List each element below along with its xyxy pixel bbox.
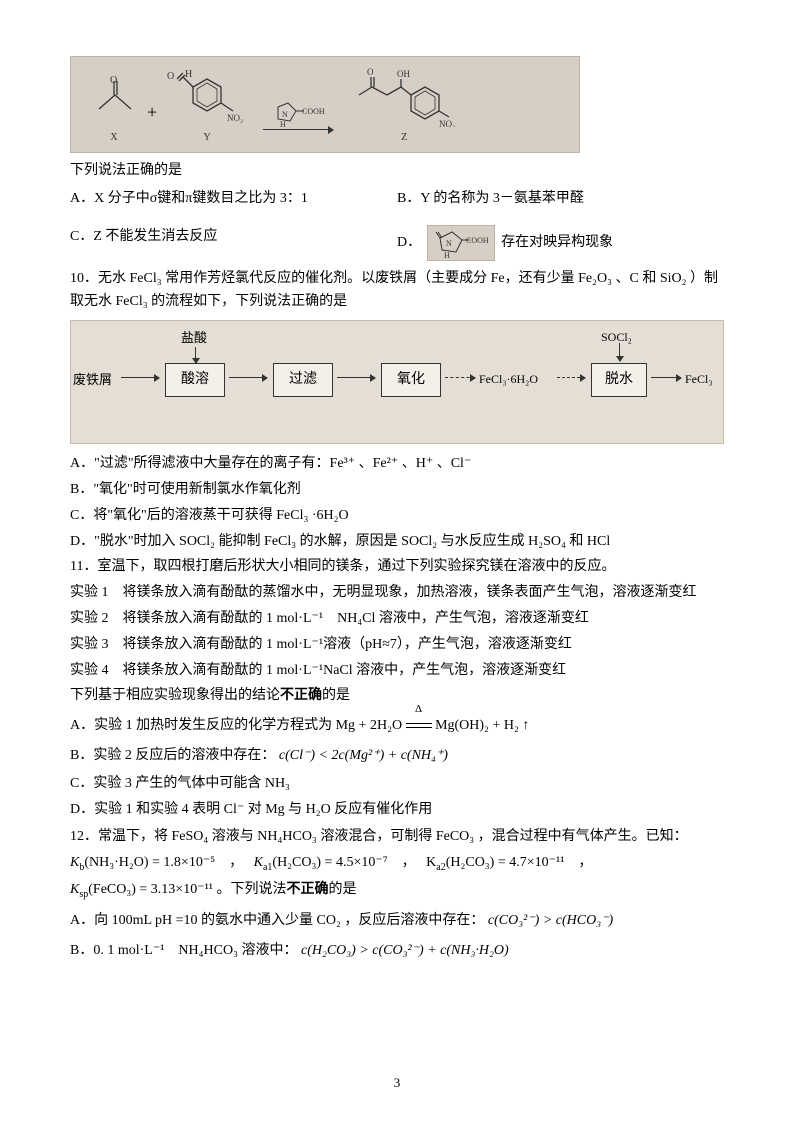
q10-title: 10．无水 FeCl₃ 常用作芳烃氯代反应的催化剂。以废铁屑（主要成分 Fe，还… (70, 267, 724, 315)
q10-optA: A．"过滤"所得滤液中大量存在的离子有：Fe³⁺ 、Fe²⁺ 、H⁺ 、Cl⁻ (70, 452, 724, 476)
q9-intro: 下列说法正确的是 (70, 159, 724, 183)
label-x: X (110, 129, 117, 146)
q10-optD: D．"脱水"时加入 SOCl₂ 能抑制 FeCl₃ 的水解，原因是 SOCl₂ … (70, 530, 724, 554)
q12-B-text: B．0. 1 mol·L⁻¹ NH₄HCO₃ 溶液中： (70, 943, 297, 958)
q10-optB: B．"氧化"时可使用新制氯水作氧化剂 (70, 478, 724, 502)
q12-B-eq: c(H₂CO₃) > c(CO₃²⁻) + c(NH₃·H₂O) (301, 943, 509, 958)
svg-text:COOH: COOH (302, 107, 325, 116)
q11-ask-tail: 的是 (322, 688, 350, 703)
q12-ksp: Ksp(FeCO₃) = 3.13×10⁻¹¹ 。下列说法不正确的是 (70, 878, 724, 903)
q9-d-structure: N H COOH (427, 225, 495, 261)
molecule-x: O X (91, 75, 137, 146)
flow-diagram: 盐酸 废铁屑 酸溶 过滤 氧化 FeCl₃·6H₂O SOCl₂ 脱水 FeCl… (70, 320, 724, 444)
q11-optC: C．实验 3 产生的气体中可能含 NH₃ (70, 772, 724, 796)
svg-text:N: N (446, 239, 452, 248)
q11-optA: A．实验 1 加热时发生反应的化学方程式为 Mg + 2H₂O Δ Mg(OH)… (70, 714, 724, 738)
q11-exp1: 实验 1 将镁条放入滴有酚酞的蒸馏水中，无明显现象，加热溶液，镁条表面产生气泡，… (70, 581, 724, 605)
label-z: Z (401, 129, 407, 146)
q9-d-prefix: D． (397, 231, 421, 255)
q9-optC: C．Z 不能发生消去反应 (70, 225, 397, 261)
svg-text:H: H (444, 251, 450, 258)
q11-exp2: 实验 2 将镁条放入滴有酚酞的 1 mol·L⁻¹ NH₄Cl 溶液中，产生气泡… (70, 607, 724, 631)
q11-ask: 下列基于相应实验现象得出的结论不正确的是 (70, 684, 724, 708)
flow-socl2: SOCl₂ (601, 327, 632, 347)
flow-in: 废铁屑 (73, 369, 112, 391)
q11-ask-pre: 下列基于相应实验现象得出的结论 (70, 688, 280, 703)
q12-A-eq: c(CO₃²⁻) > c(HCO₃⁻) (488, 913, 613, 928)
q11-A-post: Mg(OH)₂ + H₂ ↑ (435, 718, 529, 733)
q11-ask-bold: 不正确 (280, 688, 322, 703)
flow-arrow-hcl (195, 347, 196, 363)
flow-arrow-5 (557, 377, 585, 378)
label-y: Y (204, 129, 211, 146)
q9-optA: A．X 分子中σ键和π键数目之比为 3：1 (70, 187, 397, 211)
flow-arrow-6 (651, 377, 681, 378)
reaction-scheme: O X + O H NO₂ Y N H COOH (70, 56, 580, 153)
flow-arrow-4 (445, 377, 475, 378)
flow-out: FeCl₃ (685, 369, 713, 389)
q12-constants: Kb(NH₃·H₂O) = 1.8×10⁻⁵ ， Ka1(H₂CO₃) = 4.… (70, 851, 724, 876)
q12-title: 12．常温下，将 FeSO₄ 溶液与 NH₄HCO₃ 溶液混合，可制得 FeCO… (70, 825, 724, 849)
flow-box-4: 脱水 (591, 363, 647, 397)
delta-symbol: Δ (406, 714, 432, 738)
svg-text:H: H (185, 69, 192, 80)
svg-text:O: O (110, 75, 117, 86)
flow-arrow-socl2 (619, 343, 620, 361)
svg-text:NO₂: NO₂ (227, 113, 243, 123)
q12-tail: 的是 (328, 882, 356, 897)
q11-B-eq: c(Cl⁻) < 2c(Mg²⁺) + c(NH₄⁺) (279, 748, 448, 763)
q9-row2: C．Z 不能发生消去反应 D． N H COOH 存在对映异构现象 (70, 223, 724, 263)
q12-optA: A．向 100mL pH =10 的氨水中通入少量 CO₂ ，反应后溶液中存在：… (70, 909, 724, 933)
q9-row1: A．X 分子中σ键和π键数目之比为 3：1 B．Y 的名称为 3－氨基苯甲醛 (70, 185, 724, 213)
flow-box-1: 酸溶 (165, 363, 225, 397)
flow-arrow-1 (121, 377, 159, 378)
flow-box-2: 过滤 (273, 363, 333, 397)
q11-title: 11．室温下，取四根打磨后形状大小相同的镁条，通过下列实验探究镁在溶液中的反应。 (70, 555, 724, 579)
reaction-arrow: N H COOH (263, 101, 333, 130)
flow-arrow-3 (337, 377, 375, 378)
q9-d-suffix: 存在对映异构现象 (501, 231, 613, 255)
q11-B-text: B．实验 2 反应后的溶液中存在： (70, 748, 275, 763)
q11-exp4: 实验 4 将镁条放入滴有酚酞的 1 mol·L⁻¹NaCl 溶液中，产生气泡，溶… (70, 659, 724, 683)
q9-optD: D． N H COOH 存在对映异构现象 (397, 225, 724, 261)
page-number: 3 (0, 1072, 794, 1094)
q12-optB: B．0. 1 mol·L⁻¹ NH₄HCO₃ 溶液中： c(H₂CO₃) > c… (70, 939, 724, 963)
q11-optB: B．实验 2 反应后的溶液中存在： c(Cl⁻) < 2c(Mg²⁺) + c(… (70, 744, 724, 768)
svg-text:COOH: COOH (466, 236, 489, 245)
svg-text:H: H (280, 120, 286, 127)
molecule-z: O OH NO₂ Z (349, 67, 459, 146)
q11-A-pre: A．实验 1 加热时发生反应的化学方程式为 Mg + 2H₂O (70, 718, 402, 733)
q12-bold: 不正确 (286, 882, 328, 897)
molecule-y: O H NO₂ Y (167, 69, 247, 146)
svg-text:N: N (282, 110, 288, 119)
q11-optD: D．实验 1 和实验 4 表明 Cl⁻ 对 Mg 与 H₂O 反应有催化作用 (70, 798, 724, 822)
svg-text:OH: OH (397, 69, 410, 79)
q12-A-text: A．向 100mL pH =10 的氨水中通入少量 CO₂ ，反应后溶液中存在： (70, 913, 484, 928)
svg-text:O: O (367, 67, 374, 77)
svg-text:NO₂: NO₂ (439, 119, 455, 127)
q10-optC: C．将"氧化"后的溶液蒸干可获得 FeCl₃ ·6H₂O (70, 504, 724, 528)
flow-box-3: 氧化 (381, 363, 441, 397)
flow-hcl: 盐酸 (181, 327, 207, 349)
q9-optB: B．Y 的名称为 3－氨基苯甲醛 (397, 187, 724, 211)
svg-text:O: O (167, 71, 174, 82)
flow-arrow-2 (229, 377, 267, 378)
flow-mid: FeCl₃·6H₂O (479, 369, 538, 389)
plus-sign: + (147, 97, 157, 128)
q11-exp3: 实验 3 将镁条放入滴有酚酞的 1 mol·L⁻¹溶液（pH≈7），产生气泡，溶… (70, 633, 724, 657)
